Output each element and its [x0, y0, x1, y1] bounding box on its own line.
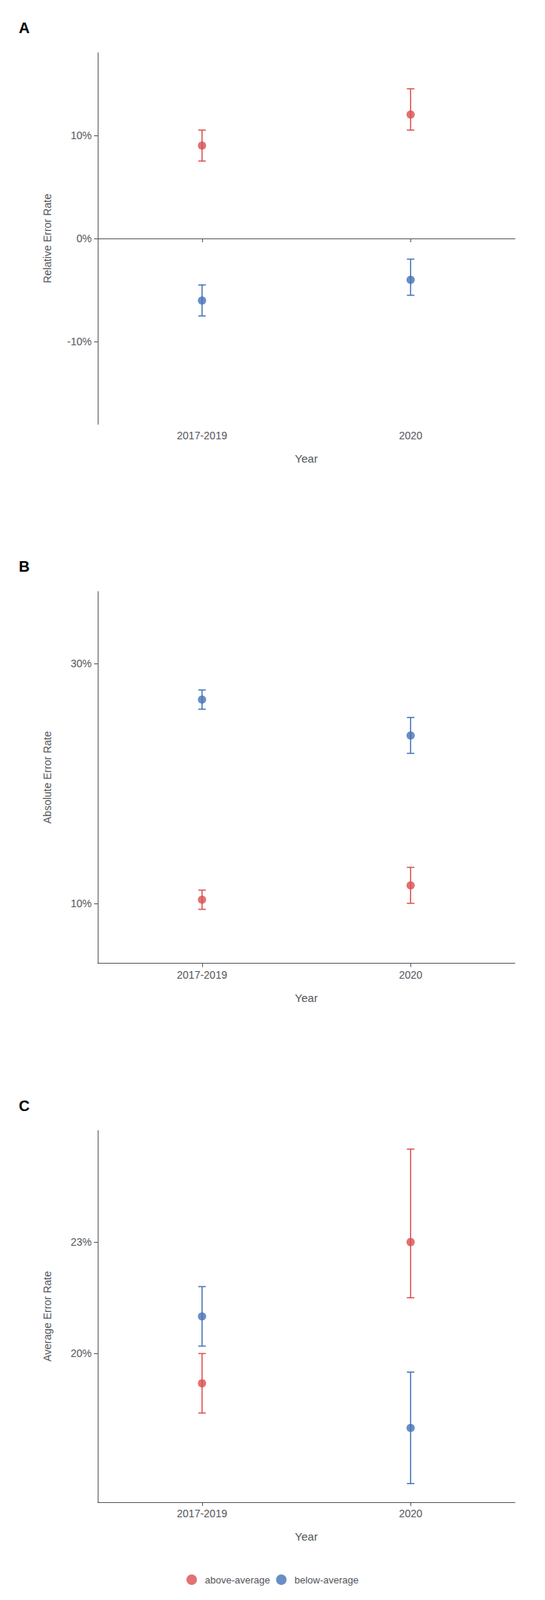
- svg-text:Year: Year: [294, 451, 318, 465]
- svg-text:Year: Year: [294, 1529, 318, 1542]
- svg-text:Relative Error Rate: Relative Error Rate: [41, 193, 54, 283]
- svg-text:10%: 10%: [70, 129, 92, 142]
- svg-text:2020: 2020: [399, 968, 423, 981]
- svg-text:2017-2019: 2017-2019: [176, 1506, 228, 1519]
- svg-text:Year: Year: [294, 990, 318, 1004]
- svg-text:Average Error Rate: Average Error Rate: [41, 1270, 54, 1362]
- svg-text:20%: 20%: [70, 1346, 92, 1359]
- svg-text:below-average: below-average: [294, 1573, 359, 1585]
- svg-text:23%: 23%: [70, 1235, 92, 1248]
- svg-text:0%: 0%: [76, 232, 92, 245]
- svg-text:2017-2019: 2017-2019: [176, 968, 228, 981]
- svg-text:C: C: [18, 1096, 30, 1114]
- svg-text:2020: 2020: [399, 429, 423, 442]
- svg-text:2017-2019: 2017-2019: [176, 429, 228, 442]
- svg-text:-10%: -10%: [66, 335, 92, 348]
- svg-text:2020: 2020: [399, 1506, 423, 1519]
- svg-text:10%: 10%: [70, 896, 92, 909]
- svg-text:above-average: above-average: [204, 1573, 270, 1585]
- svg-text:A: A: [18, 19, 30, 37]
- svg-text:Absolute Error Rate: Absolute Error Rate: [41, 730, 54, 824]
- svg-text:30%: 30%: [70, 657, 92, 670]
- svg-text:B: B: [18, 557, 30, 575]
